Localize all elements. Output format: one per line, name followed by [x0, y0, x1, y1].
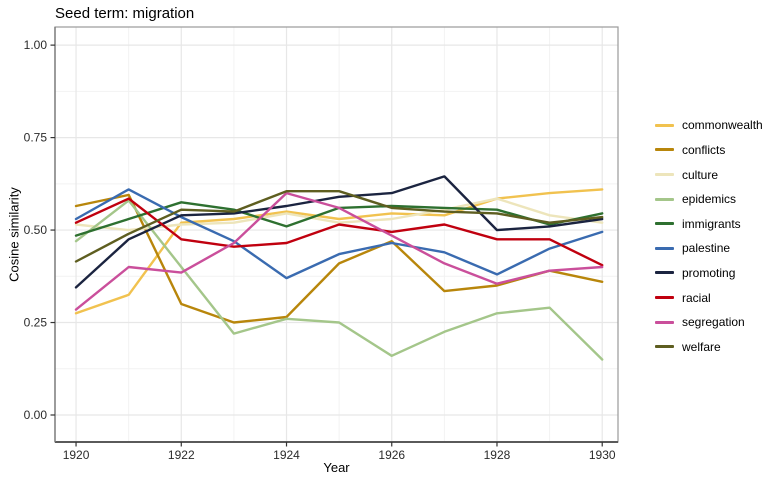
y-tick-label: 0.50: [24, 223, 48, 237]
y-tick-label: 0.00: [24, 408, 48, 422]
legend-swatch-palestine: [655, 246, 674, 250]
x-tick-label: 1920: [63, 448, 90, 462]
legend-label-epidemics: epidemics: [682, 192, 737, 207]
x-tick-label: 1928: [484, 448, 511, 462]
legend-item-conflicts: conflicts: [655, 142, 725, 158]
legend-label-racial: racial: [682, 290, 711, 305]
y-axis-label: Cosine similarity: [6, 187, 22, 282]
x-tick-label: 1930: [589, 448, 616, 462]
legend-swatch-promoting: [655, 271, 674, 275]
x-tick-label: 1922: [168, 448, 195, 462]
legend-item-racial: racial: [655, 290, 711, 306]
series-line-welfare: [74, 189, 604, 263]
series-line-racial: [74, 197, 604, 267]
chart-title: Seed term: migration: [55, 5, 195, 22]
legend-item-promoting: promoting: [655, 265, 735, 281]
legend-label-commonwealth: commonwealth: [682, 118, 763, 133]
legend-label-promoting: promoting: [682, 265, 736, 280]
x-axis-label: Year: [323, 460, 350, 475]
legend-item-segregation: segregation: [655, 314, 745, 330]
series-line-epidemics: [74, 199, 604, 361]
series-line-segregation: [74, 191, 604, 311]
y-tick-label: 0.75: [24, 131, 48, 145]
y-tick-label: 0.25: [24, 316, 48, 330]
legend-label-segregation: segregation: [682, 315, 745, 330]
legend-swatch-culture: [655, 173, 674, 176]
legend-item-palestine: palestine: [655, 240, 730, 256]
legend-swatch-racial: [655, 296, 674, 299]
legend-swatch-segregation: [655, 320, 674, 324]
legend-item-welfare: welfare: [655, 339, 721, 355]
series-line-palestine: [74, 188, 604, 280]
x-tick-label: 1926: [378, 448, 405, 462]
legend-item-commonwealth: commonwealth: [655, 117, 763, 133]
legend-swatch-commonwealth: [655, 123, 674, 127]
legend-label-immigrants: immigrants: [682, 216, 741, 231]
legend-item-epidemics: epidemics: [655, 191, 736, 207]
legend-swatch-immigrants: [655, 222, 674, 226]
legend-swatch-conflicts: [655, 148, 674, 152]
legend-swatch-epidemics: [655, 197, 674, 201]
legend-label-palestine: palestine: [682, 241, 731, 256]
legend-label-conflicts: conflicts: [682, 142, 726, 157]
legend-label-welfare: welfare: [682, 339, 721, 354]
y-tick-label: 1.00: [24, 38, 48, 52]
legend-item-culture: culture: [655, 167, 718, 183]
series-line-promoting: [74, 175, 604, 289]
legend-item-immigrants: immigrants: [655, 216, 741, 232]
legend-swatch-welfare: [655, 345, 674, 349]
x-tick-label: 1924: [273, 448, 300, 462]
legend-label-culture: culture: [682, 167, 719, 182]
